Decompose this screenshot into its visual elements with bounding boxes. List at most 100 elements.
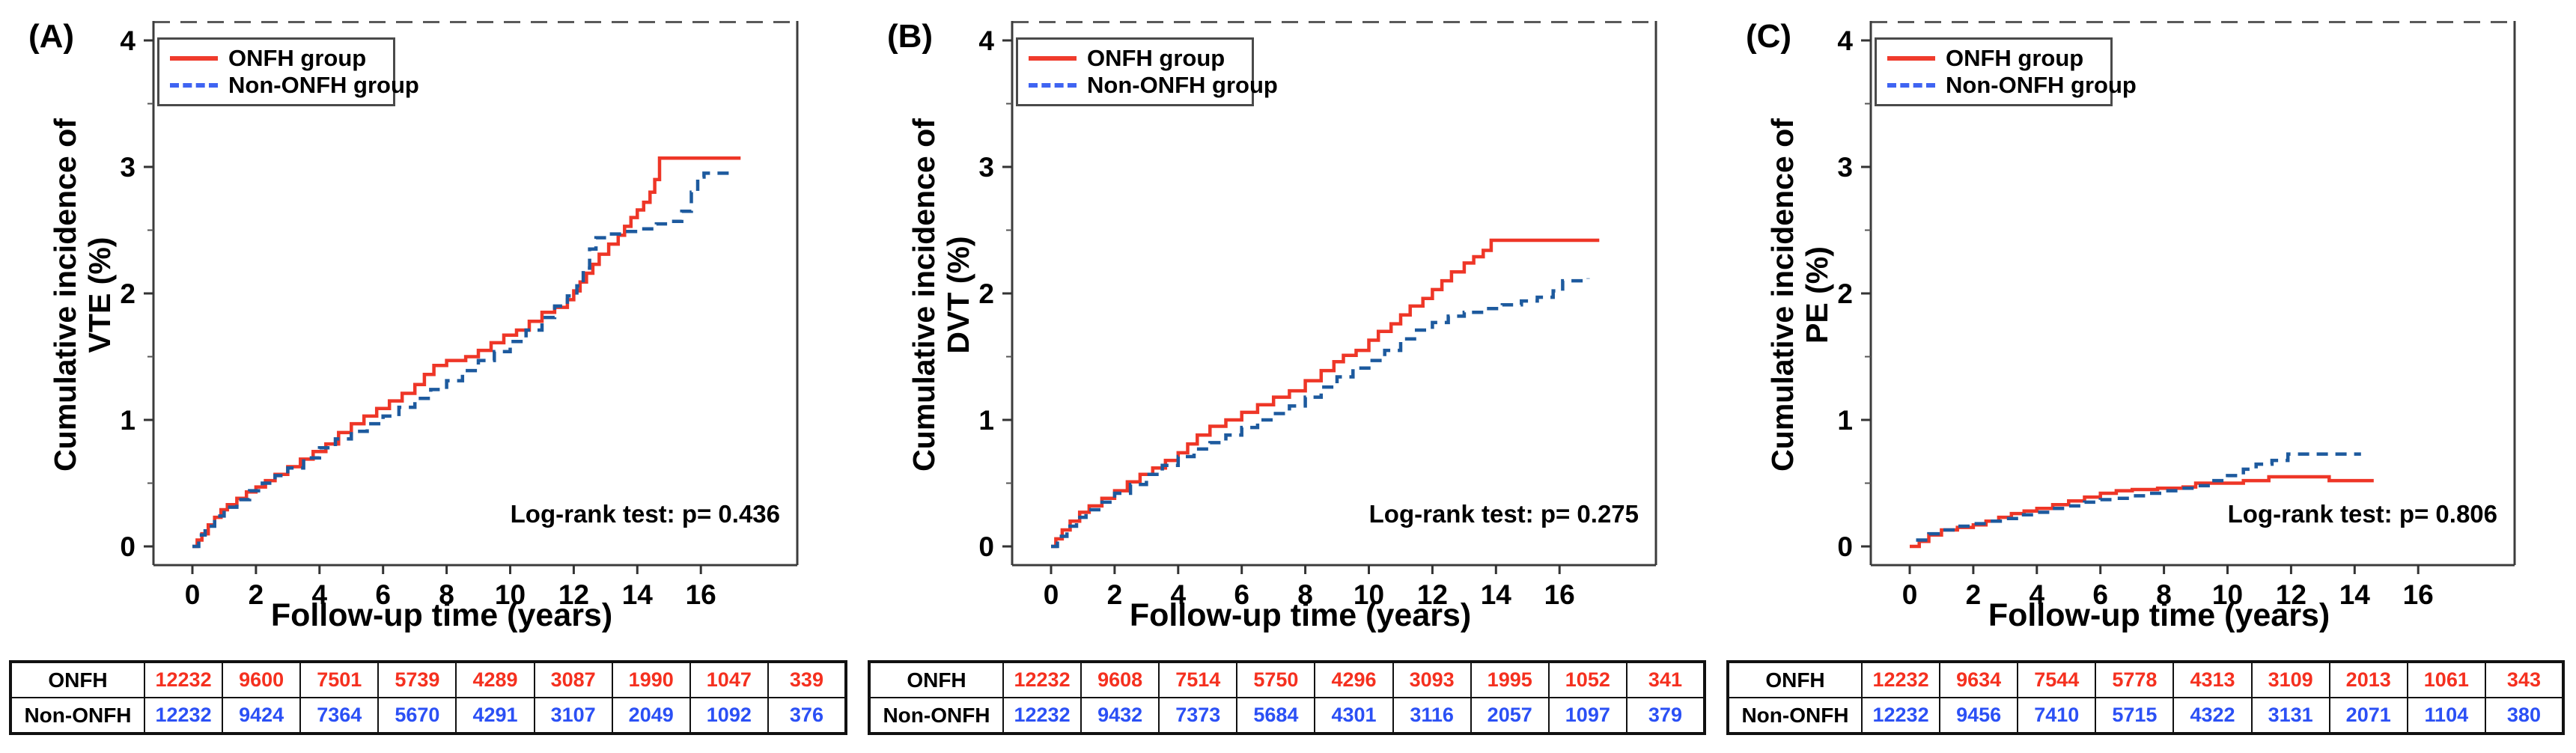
y-tick-label: 4 [1837, 25, 1853, 56]
risk-count-cell: 12232 [143, 697, 224, 734]
risk-count-cell: 1995 [1470, 661, 1550, 698]
legend-box: ONFH group Non-ONFH group [157, 37, 419, 106]
y-tick-label: 0 [120, 531, 136, 562]
x-tick-label: 4 [312, 579, 328, 610]
x-tick-label: 16 [2403, 579, 2434, 610]
curve-non-onfh [192, 171, 731, 549]
x-tick-label: 10 [495, 579, 526, 610]
risk-count-cell: 12232 [1002, 661, 1083, 698]
curve-non-onfh [1051, 278, 1590, 549]
risk-table-wrap: ONFH 12232 9608 7514 5750 4296 3093 1995 1052 341… [868, 660, 1708, 735]
risk-count-cell: 9634 [1939, 661, 2019, 698]
x-tick-label: 12 [1417, 579, 1448, 610]
legend-label-non-onfh: Non-ONFH group [1946, 72, 2137, 98]
risk-count-cell: 379 [1625, 697, 1706, 734]
x-tick-label: 4 [2030, 579, 2045, 610]
legend-line-onfh-icon [1887, 56, 1935, 61]
risk-table: ONFH 12232 9600 7501 5739 4289 3087 1990 1047 339… [9, 660, 847, 735]
risk-table: ONFH 12232 9608 7514 5750 4296 3093 1995 1052 341… [868, 660, 1706, 735]
risk-count-cell: 339 [767, 661, 847, 698]
risk-count-cell: 5750 [1236, 661, 1316, 698]
risk-count-cell: 343 [2484, 661, 2565, 698]
risk-count-cell: 376 [767, 697, 847, 734]
risk-table-row: Non-ONFH 12232 9432 7373 5684 4301 3116 2057 109… [868, 697, 1706, 734]
x-tick-label: 16 [1544, 579, 1575, 610]
curve-onfh [192, 156, 741, 549]
y-tick-label: 3 [978, 152, 994, 183]
risk-count-cell: 12232 [1860, 661, 1941, 698]
risk-count-cell: 9608 [1080, 661, 1160, 698]
legend-box: ONFH group Non-ONFH group [1875, 37, 2137, 106]
x-tick-label: 6 [2092, 579, 2108, 610]
risk-table: ONFH 12232 9634 7544 5778 4313 3109 2013 1061 343… [1726, 660, 2565, 735]
risk-count-cell: 3116 [1392, 697, 1472, 734]
legend-item-onfh: ONFH group [1887, 45, 2104, 72]
y-tick-label: 0 [1837, 531, 1853, 562]
legend-label-non-onfh: Non-ONFH group [228, 72, 419, 98]
legend-line-onfh-icon [1029, 56, 1077, 61]
risk-count-cell: 1092 [689, 697, 769, 734]
x-tick-label: 10 [1354, 579, 1384, 610]
risk-count-cell: 5670 [377, 697, 457, 734]
x-tick-label: 2 [1107, 579, 1123, 610]
risk-count-cell: 5778 [2095, 661, 2175, 698]
risk-count-cell: 1097 [1547, 697, 1627, 734]
y-tick-label: 1 [120, 405, 136, 436]
risk-table-row: ONFH 12232 9634 7544 5778 4313 3109 2013 1061 343 [1727, 661, 2565, 698]
x-axis-label: Follow-up time (years) [1988, 597, 2330, 633]
risk-count-cell: 9456 [1939, 697, 2019, 734]
legend-item-non-onfh: Non-ONFH group [170, 72, 419, 99]
logrank-annotation: Log-rank test: p= 0.275 [1368, 500, 1639, 528]
curve-onfh [1051, 238, 1600, 549]
x-tick-label: 6 [375, 579, 391, 610]
logrank-annotation: Log-rank test: p= 0.436 [510, 500, 780, 528]
risk-table-wrap: ONFH 12232 9634 7544 5778 4313 3109 2013 1061 343… [1726, 660, 2566, 735]
risk-table-row: Non-ONFH 12232 9456 7410 5715 4322 3131 2071 110… [1727, 697, 2565, 734]
risk-count-cell: 9600 [222, 661, 302, 698]
risk-count-cell: 12232 [1860, 697, 1941, 734]
risk-count-cell: 3131 [2250, 697, 2330, 734]
risk-row-label: Non-ONFH [1727, 697, 1863, 734]
legend-item-onfh: ONFH group [1029, 45, 1246, 72]
legend-line-onfh-icon [170, 56, 218, 61]
risk-count-cell: 9424 [222, 697, 302, 734]
y-tick-label: 3 [1837, 152, 1853, 183]
risk-count-cell: 2049 [611, 697, 691, 734]
x-tick-label: 8 [1297, 579, 1313, 610]
risk-count-cell: 2071 [2328, 697, 2408, 734]
x-tick-label: 14 [622, 579, 654, 610]
risk-count-cell: 3107 [533, 697, 613, 734]
panel-label: (B) [887, 18, 934, 55]
risk-count-cell: 7544 [2017, 661, 2097, 698]
y-tick-label: 2 [978, 278, 994, 309]
risk-count-cell: 2013 [2328, 661, 2408, 698]
y-tick-label: 1 [978, 405, 994, 436]
risk-count-cell: 4289 [455, 661, 535, 698]
risk-count-cell: 1104 [2406, 697, 2486, 734]
risk-row-label: ONFH [868, 661, 1004, 698]
risk-row-label: Non-ONFH [868, 697, 1004, 734]
risk-count-cell: 12232 [143, 661, 224, 698]
panel-label: (C) [1746, 18, 1792, 55]
y-tick-label: 1 [1837, 405, 1853, 436]
risk-count-cell: 3087 [533, 661, 613, 698]
risk-count-cell: 2057 [1470, 697, 1550, 734]
risk-table-row: ONFH 12232 9608 7514 5750 4296 3093 1995 1052 341 [868, 661, 1706, 698]
y-tick-label: 3 [120, 152, 136, 183]
x-tick-label: 8 [439, 579, 454, 610]
risk-table-row: ONFH 12232 9600 7501 5739 4289 3087 1990 1047 339 [10, 661, 847, 698]
legend-label-onfh: ONFH group [1087, 45, 1225, 71]
x-tick-label: 4 [1171, 579, 1187, 610]
x-tick-label: 12 [2276, 579, 2306, 610]
risk-count-cell: 7364 [299, 697, 380, 734]
risk-count-cell: 4291 [455, 697, 535, 734]
risk-count-cell: 5715 [2095, 697, 2175, 734]
risk-count-cell: 4322 [2172, 697, 2253, 734]
risk-count-cell: 9432 [1080, 697, 1160, 734]
